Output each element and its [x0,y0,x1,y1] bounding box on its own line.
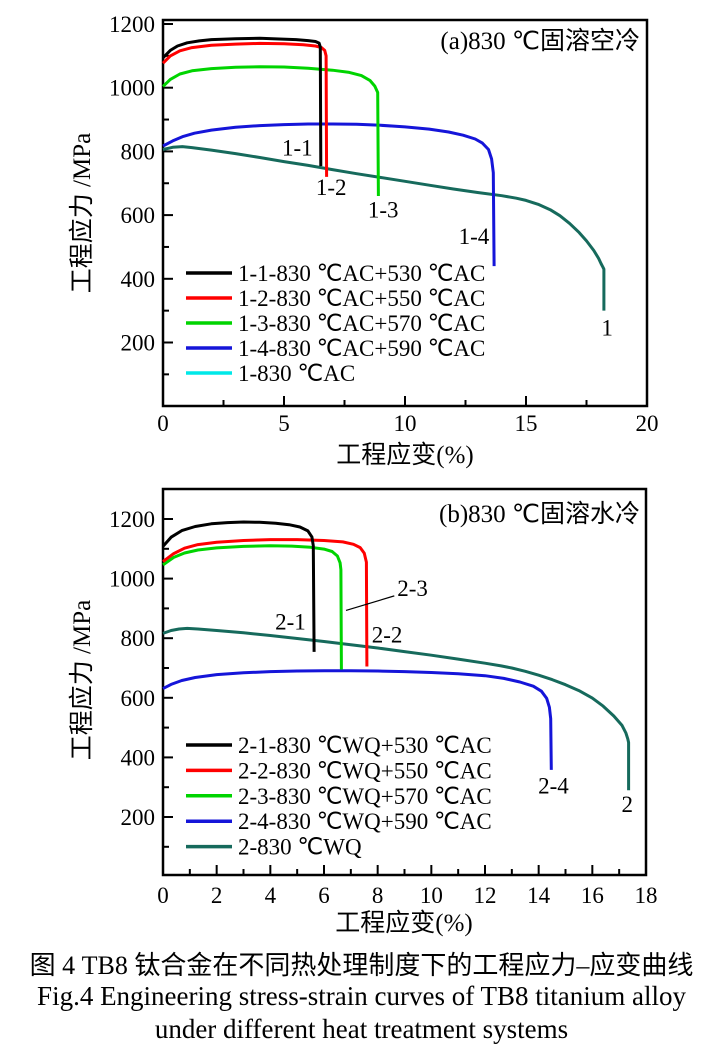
y-tick-label: 1000 [109,76,155,101]
x-tick-label: 18 [635,883,658,908]
x-tick-label: 12 [474,883,497,908]
x-tick-label: 8 [372,883,384,908]
curve-annotation-1-2: 1-2 [316,175,347,200]
curve-annotation-2-1: 2-1 [275,610,306,635]
plot-title: (a)830 ℃固溶空冷 [440,27,640,55]
legend-label: 1-830 ℃AC [238,361,355,386]
legend-label: 1-4-830 ℃AC+590 ℃AC [238,336,485,361]
y-tick-label: 400 [121,745,156,770]
legend-label: 1-2-830 ℃AC+550 ℃AC [238,286,485,311]
series-1-2 [161,41,329,177]
y-tick-label: 200 [121,805,156,830]
x-axis-title: 工程应变(%) [335,909,472,937]
y-tick-label: 600 [121,686,156,711]
caption-english-line1: Fig.4 Engineering stress-strain curves o… [37,981,686,1011]
legend-label: 1-1-830 ℃AC+530 ℃AC [238,261,485,286]
curve-annotation-2: 2 [621,792,633,817]
x-tick-label: 4 [265,883,277,908]
legend-label: 2-2-830 ℃WQ+550 ℃AC [238,758,492,783]
x-tick-label: 16 [581,883,604,908]
annotation-leader-line [345,595,395,612]
curve-annotation-1-1: 1-1 [282,136,313,161]
chart-a: 0 5 10 15 20 200 400 600 800 1000 1200 工程应变(%) 工程应力 … [68,12,659,469]
stress-strain-charts: 0 5 10 15 2020040060080010001200工程应变(%)工程应力 … [68,12,659,937]
x-tick-label: 15 [515,411,538,436]
legend-label: 2-3-830 ℃WQ+570 ℃AC [238,784,492,809]
series-2-1 [161,520,316,652]
y-tick-label: 400 [121,267,156,292]
series-1-1 [161,36,323,167]
x-tick-label: 5 [278,411,290,436]
series-2-2 [162,538,369,667]
curve-annotation-2-2: 2-2 [372,623,403,648]
series-2-3 [162,544,343,670]
legend-label: 2-4-830 ℃WQ+590 ℃AC [238,809,492,834]
x-tick-label: 2 [211,883,223,908]
x-tick-label: 0 [157,883,169,908]
y-axis-title: 工程应力 /MPa [68,133,96,293]
y-tick-label: 200 [121,331,156,356]
caption-chinese: 图 4 TB8 钛合金在不同热处理制度下的工程应力–应变曲线 [29,951,694,980]
series-1-3 [161,65,380,197]
y-tick-label: 1200 [109,12,155,37]
plot-title: (b)830 ℃固溶水冷 [439,500,640,528]
chart-b: 0 2 4 6 8 10 12 14 16 18 200 400 600 800 1000 1200 工程应变(… [68,487,658,937]
x-tick-label: 10 [420,883,443,908]
caption-english-line2: under different heat treatment systems [154,1014,569,1044]
x-tick-label: 0 [157,411,169,436]
series-2 [162,626,631,791]
x-tick-label: 14 [527,883,551,908]
curve-annotation-1-4: 1-4 [459,224,490,249]
series-1-4 [162,122,496,267]
y-tick-label: 1000 [109,567,155,592]
series-1 [162,145,606,311]
curve-annotation-2-4: 2-4 [538,774,569,799]
legend-label: 2-1-830 ℃WQ+530 ℃AC [238,733,492,758]
x-tick-label: 20 [636,411,659,436]
y-tick-label: 800 [121,139,156,164]
legend-label: 1-3-830 ℃AC+570 ℃AC [238,311,485,336]
x-axis-title: 工程应变(%) [336,441,473,469]
x-tick-label: 6 [318,883,330,908]
y-tick-label: 600 [121,203,156,228]
y-axis-title: 工程应力 /MPa [68,600,96,760]
y-tick-label: 800 [121,626,156,651]
curve-annotation-1-3: 1-3 [368,198,399,223]
y-tick-label: 1200 [109,507,155,532]
legend-label: 2-830 ℃WQ [238,835,362,860]
curve-annotation-2-3: 2-3 [397,576,428,601]
series-2-4 [162,669,553,770]
curve-annotation-1: 1 [601,316,613,341]
x-tick-label: 10 [394,411,417,436]
